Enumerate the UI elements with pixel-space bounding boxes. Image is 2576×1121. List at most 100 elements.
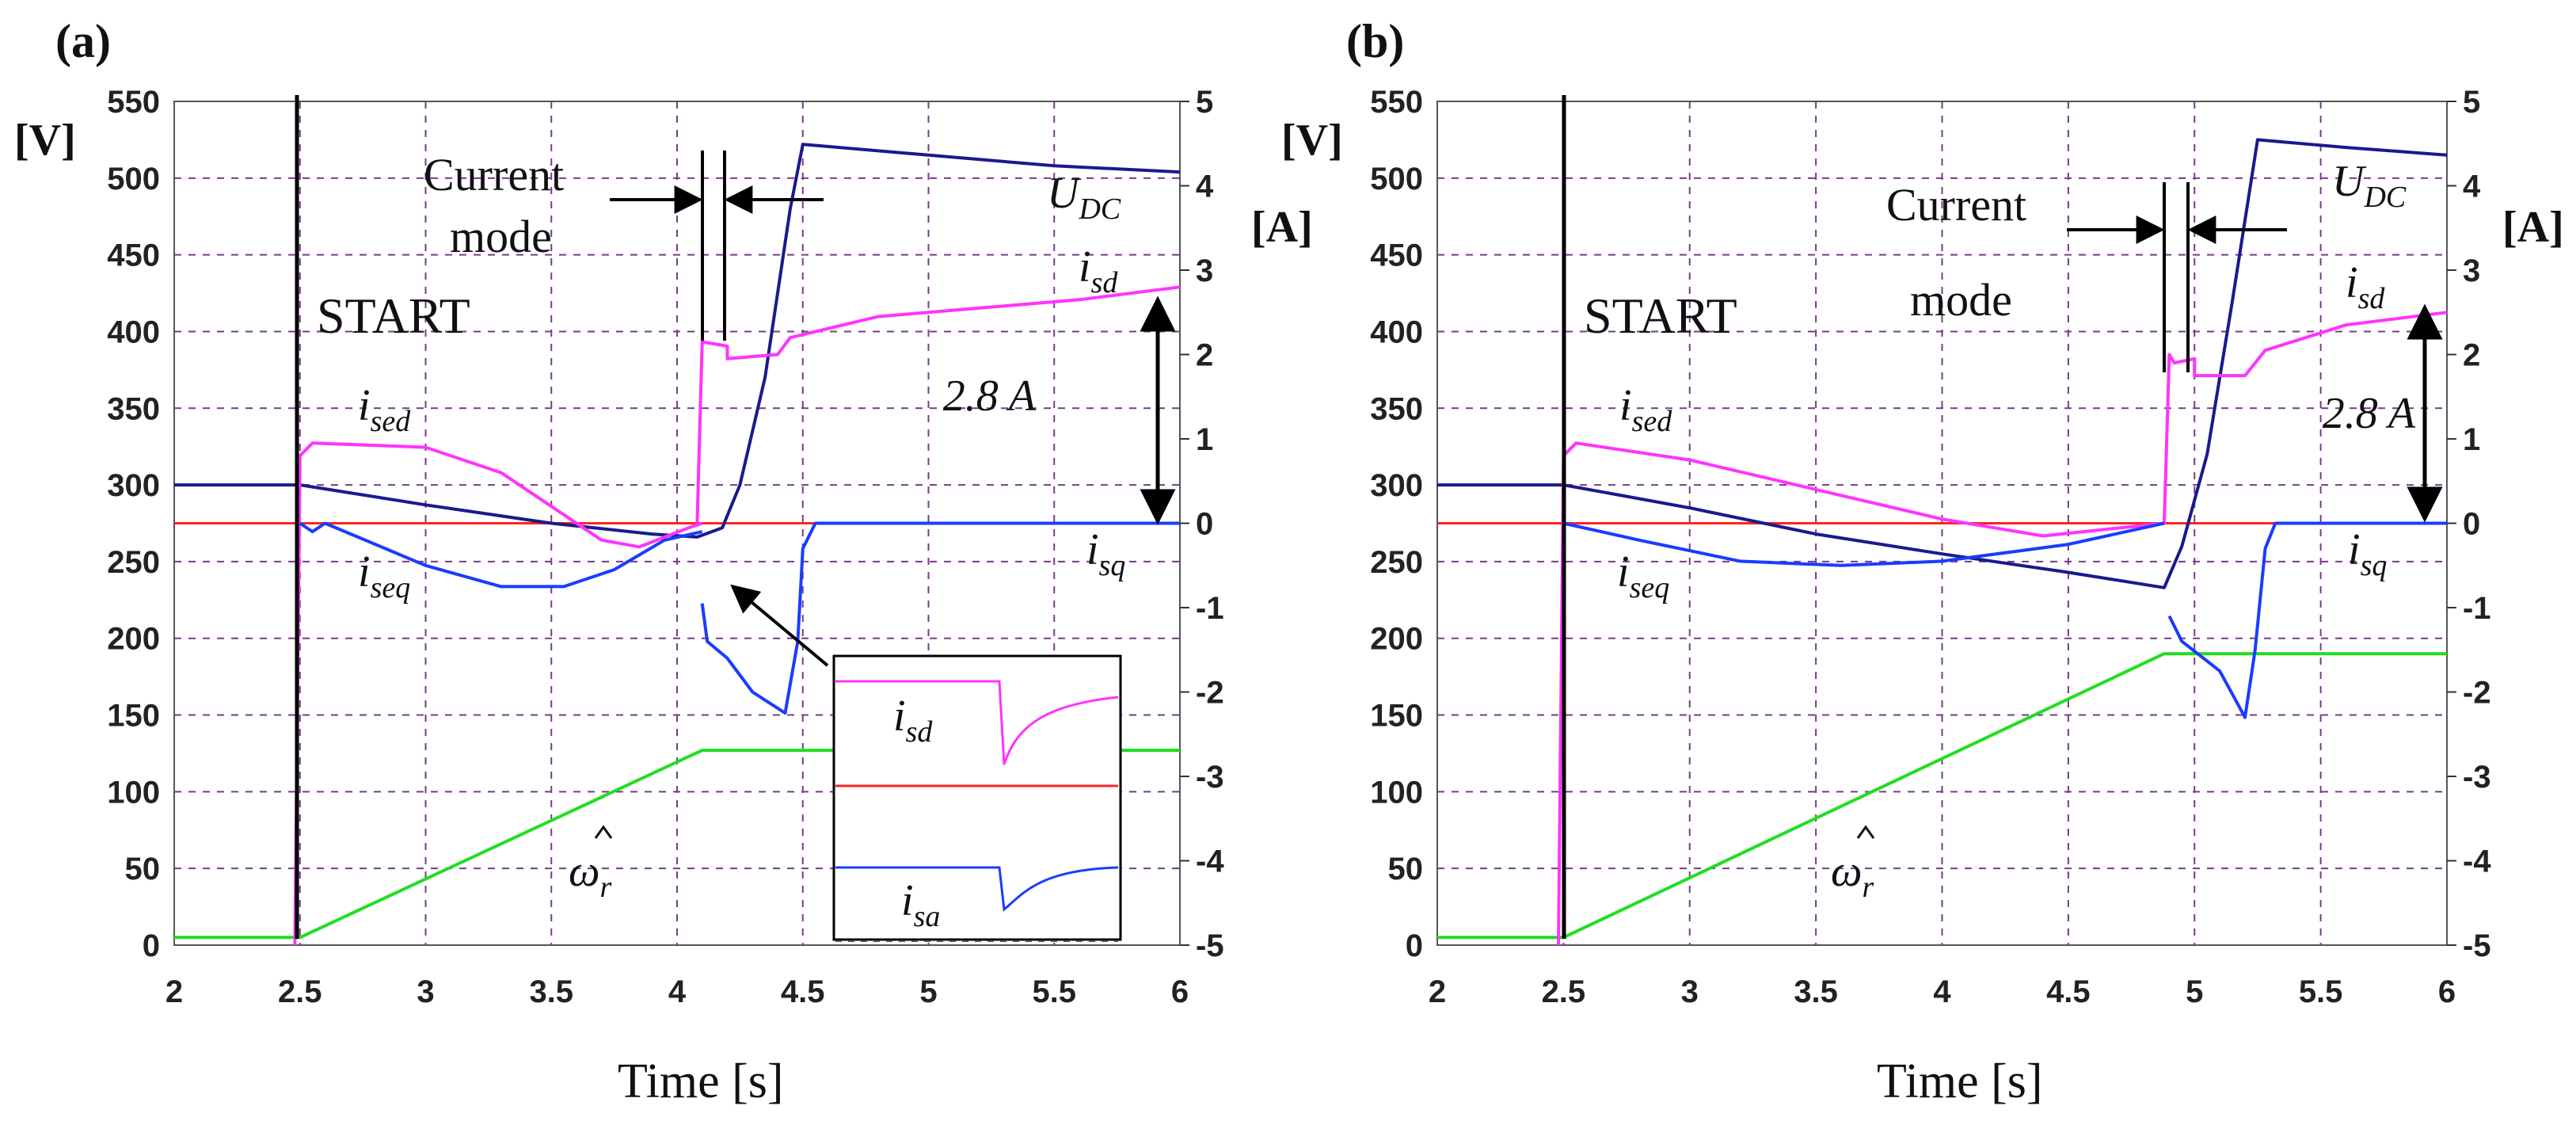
left-tick-label: 50 [125, 852, 161, 887]
right-tick-label: 5 [1196, 85, 1213, 120]
left-tick-label: 450 [107, 238, 160, 273]
right-tick-label: 4 [2463, 170, 2481, 204]
x-tick-label: 3.5 [1794, 974, 1838, 1009]
panel-b-x-ticks: 2 2.5 3 3.5 4 4.5 5 5.5 6 [1429, 974, 2456, 1009]
left-tick-label: 350 [1370, 391, 1423, 426]
x-tick-label: 4.5 [781, 974, 825, 1009]
right-tick-label: -4 [1196, 845, 1224, 879]
panel-b-x-label: Time [s] [1877, 1054, 2043, 1108]
right-tick-label: 5 [2463, 85, 2480, 120]
series-i-sq [2167, 521, 2447, 719]
label-i-seq: iseq [1617, 547, 1669, 604]
panel-a-inset-arrow [730, 584, 829, 667]
left-tick-label: 150 [1370, 699, 1423, 734]
panel-b-grid [1436, 101, 2448, 946]
right-tick-label: 0 [1196, 507, 1213, 542]
right-tick-label: -5 [2463, 928, 2491, 963]
x-tick-label: 3.5 [529, 974, 573, 1009]
left-tick-label: 300 [107, 468, 160, 503]
left-tick-label: 300 [1370, 468, 1423, 503]
label-omega-r: ωr [1831, 847, 1874, 904]
panel-b-series [1437, 138, 2448, 946]
panel-a-left-axis-label: [V] [14, 116, 76, 165]
x-tick-label: 4 [1933, 974, 1951, 1009]
omega-hat-mark [1856, 825, 1875, 839]
panel-a-right-axis-label: [A] [1251, 203, 1313, 252]
left-tick-label: 500 [1370, 162, 1423, 196]
left-tick-label: 200 [1370, 622, 1423, 657]
x-tick-label: 5.5 [2299, 974, 2343, 1009]
label-i-seq: iseq [358, 547, 410, 604]
right-tick-label: -2 [2463, 676, 2491, 711]
x-tick-label: 2.5 [278, 974, 322, 1009]
panel-b-left-ticks: 0 50 100 150 200 250 300 350 400 450 500 550 [1370, 85, 1423, 963]
label-i-sd: isd [2346, 258, 2385, 315]
left-tick-label: 100 [1370, 775, 1423, 810]
panel-b-series-labels: UDC isd ised iseq isq ωr [1617, 157, 2407, 904]
x-tick-label: 6 [2438, 974, 2456, 1009]
omega-hat-mark [594, 825, 613, 839]
left-tick-label: 200 [107, 622, 160, 657]
x-tick-label: 4.5 [2046, 974, 2091, 1009]
right-tick-label: 3 [1196, 254, 1213, 288]
panel-a-label: (a) [55, 15, 111, 67]
panel-b-current-label: Current [1886, 179, 2026, 231]
left-tick-label: 250 [107, 545, 160, 580]
label-u-dc: UDC [1047, 169, 1121, 226]
panel-a-current-label: Current [424, 149, 564, 200]
panel-b-start-label: START [1584, 288, 1737, 344]
series-u-dc [174, 143, 1181, 539]
panel-b-left-axis-label: [V] [1281, 116, 1343, 165]
inset-frame [832, 654, 1122, 941]
x-tick-label: 3 [417, 974, 434, 1009]
x-tick-label: 2 [1429, 974, 1446, 1009]
left-tick-label: 350 [107, 391, 160, 426]
right-tick-label: -3 [1196, 760, 1224, 795]
left-tick-label: 0 [143, 928, 160, 963]
right-tick-label: 2 [1196, 338, 1213, 373]
panel-a-start-label: START [317, 288, 470, 344]
right-tick-label: 0 [2463, 507, 2480, 542]
x-tick-label: 5.5 [1032, 974, 1076, 1009]
left-tick-label: 450 [1370, 238, 1423, 273]
panel-a-mode-label: mode [450, 211, 552, 262]
right-tick-label: -1 [2463, 591, 2491, 626]
panel-a-series-labels: UDC isd ised iseq isq ωr [358, 169, 1125, 904]
panel-b-mode-label: mode [1910, 274, 2012, 326]
inset-isa-trace [835, 866, 1119, 912]
inset-isd-trace [835, 680, 1119, 765]
panel-a-delta-label: 2.8 A [943, 372, 1037, 421]
series-i-sed [293, 441, 703, 946]
inset-isd-label: isd [893, 692, 933, 749]
x-tick-label: 5 [919, 974, 937, 1009]
left-tick-label: 550 [1370, 85, 1423, 120]
right-tick-label: 2 [2463, 338, 2480, 373]
x-tick-label: 5 [2186, 974, 2203, 1009]
series-i-seq [1562, 521, 2165, 567]
x-tick-label: 2 [166, 974, 183, 1009]
right-tick-label: 1 [1196, 422, 1213, 457]
left-tick-label: 500 [107, 162, 160, 196]
x-tick-label: 6 [1171, 974, 1189, 1009]
left-tick-label: 100 [107, 775, 160, 810]
right-tick-label: -1 [1196, 591, 1224, 626]
label-omega-r: ωr [569, 847, 612, 904]
label-i-sd: isd [1079, 242, 1118, 299]
panel-a-inset: isd isa [832, 654, 1122, 942]
left-tick-label: 50 [1388, 852, 1424, 887]
panel-b-label: (b) [1346, 15, 1404, 67]
right-tick-label: -5 [1196, 928, 1224, 963]
right-tick-label: 4 [1196, 170, 1214, 204]
panel-b-right-ticks: -5 -4 -3 -2 -1 0 1 2 3 4 5 [2447, 85, 2491, 963]
panel-a-x-label: Time [s] [618, 1054, 784, 1108]
left-tick-label: 150 [107, 699, 160, 734]
panel-b: (b) [V] [A] 2 2.5 3 3.5 4 4.5 5 5.5 6 0501001502… [1281, 15, 2564, 1108]
panel-a-x-ticks: 2 2.5 3 3.5 4 4.5 5 5.5 6 [166, 974, 1189, 1009]
left-tick-label: 250 [1370, 545, 1423, 580]
x-tick-label: 3 [1681, 974, 1699, 1009]
left-tick-label: 0 [1406, 928, 1423, 963]
label-u-dc: UDC [2332, 157, 2407, 214]
right-tick-label: -2 [1196, 676, 1224, 711]
left-tick-label: 400 [1370, 315, 1423, 349]
